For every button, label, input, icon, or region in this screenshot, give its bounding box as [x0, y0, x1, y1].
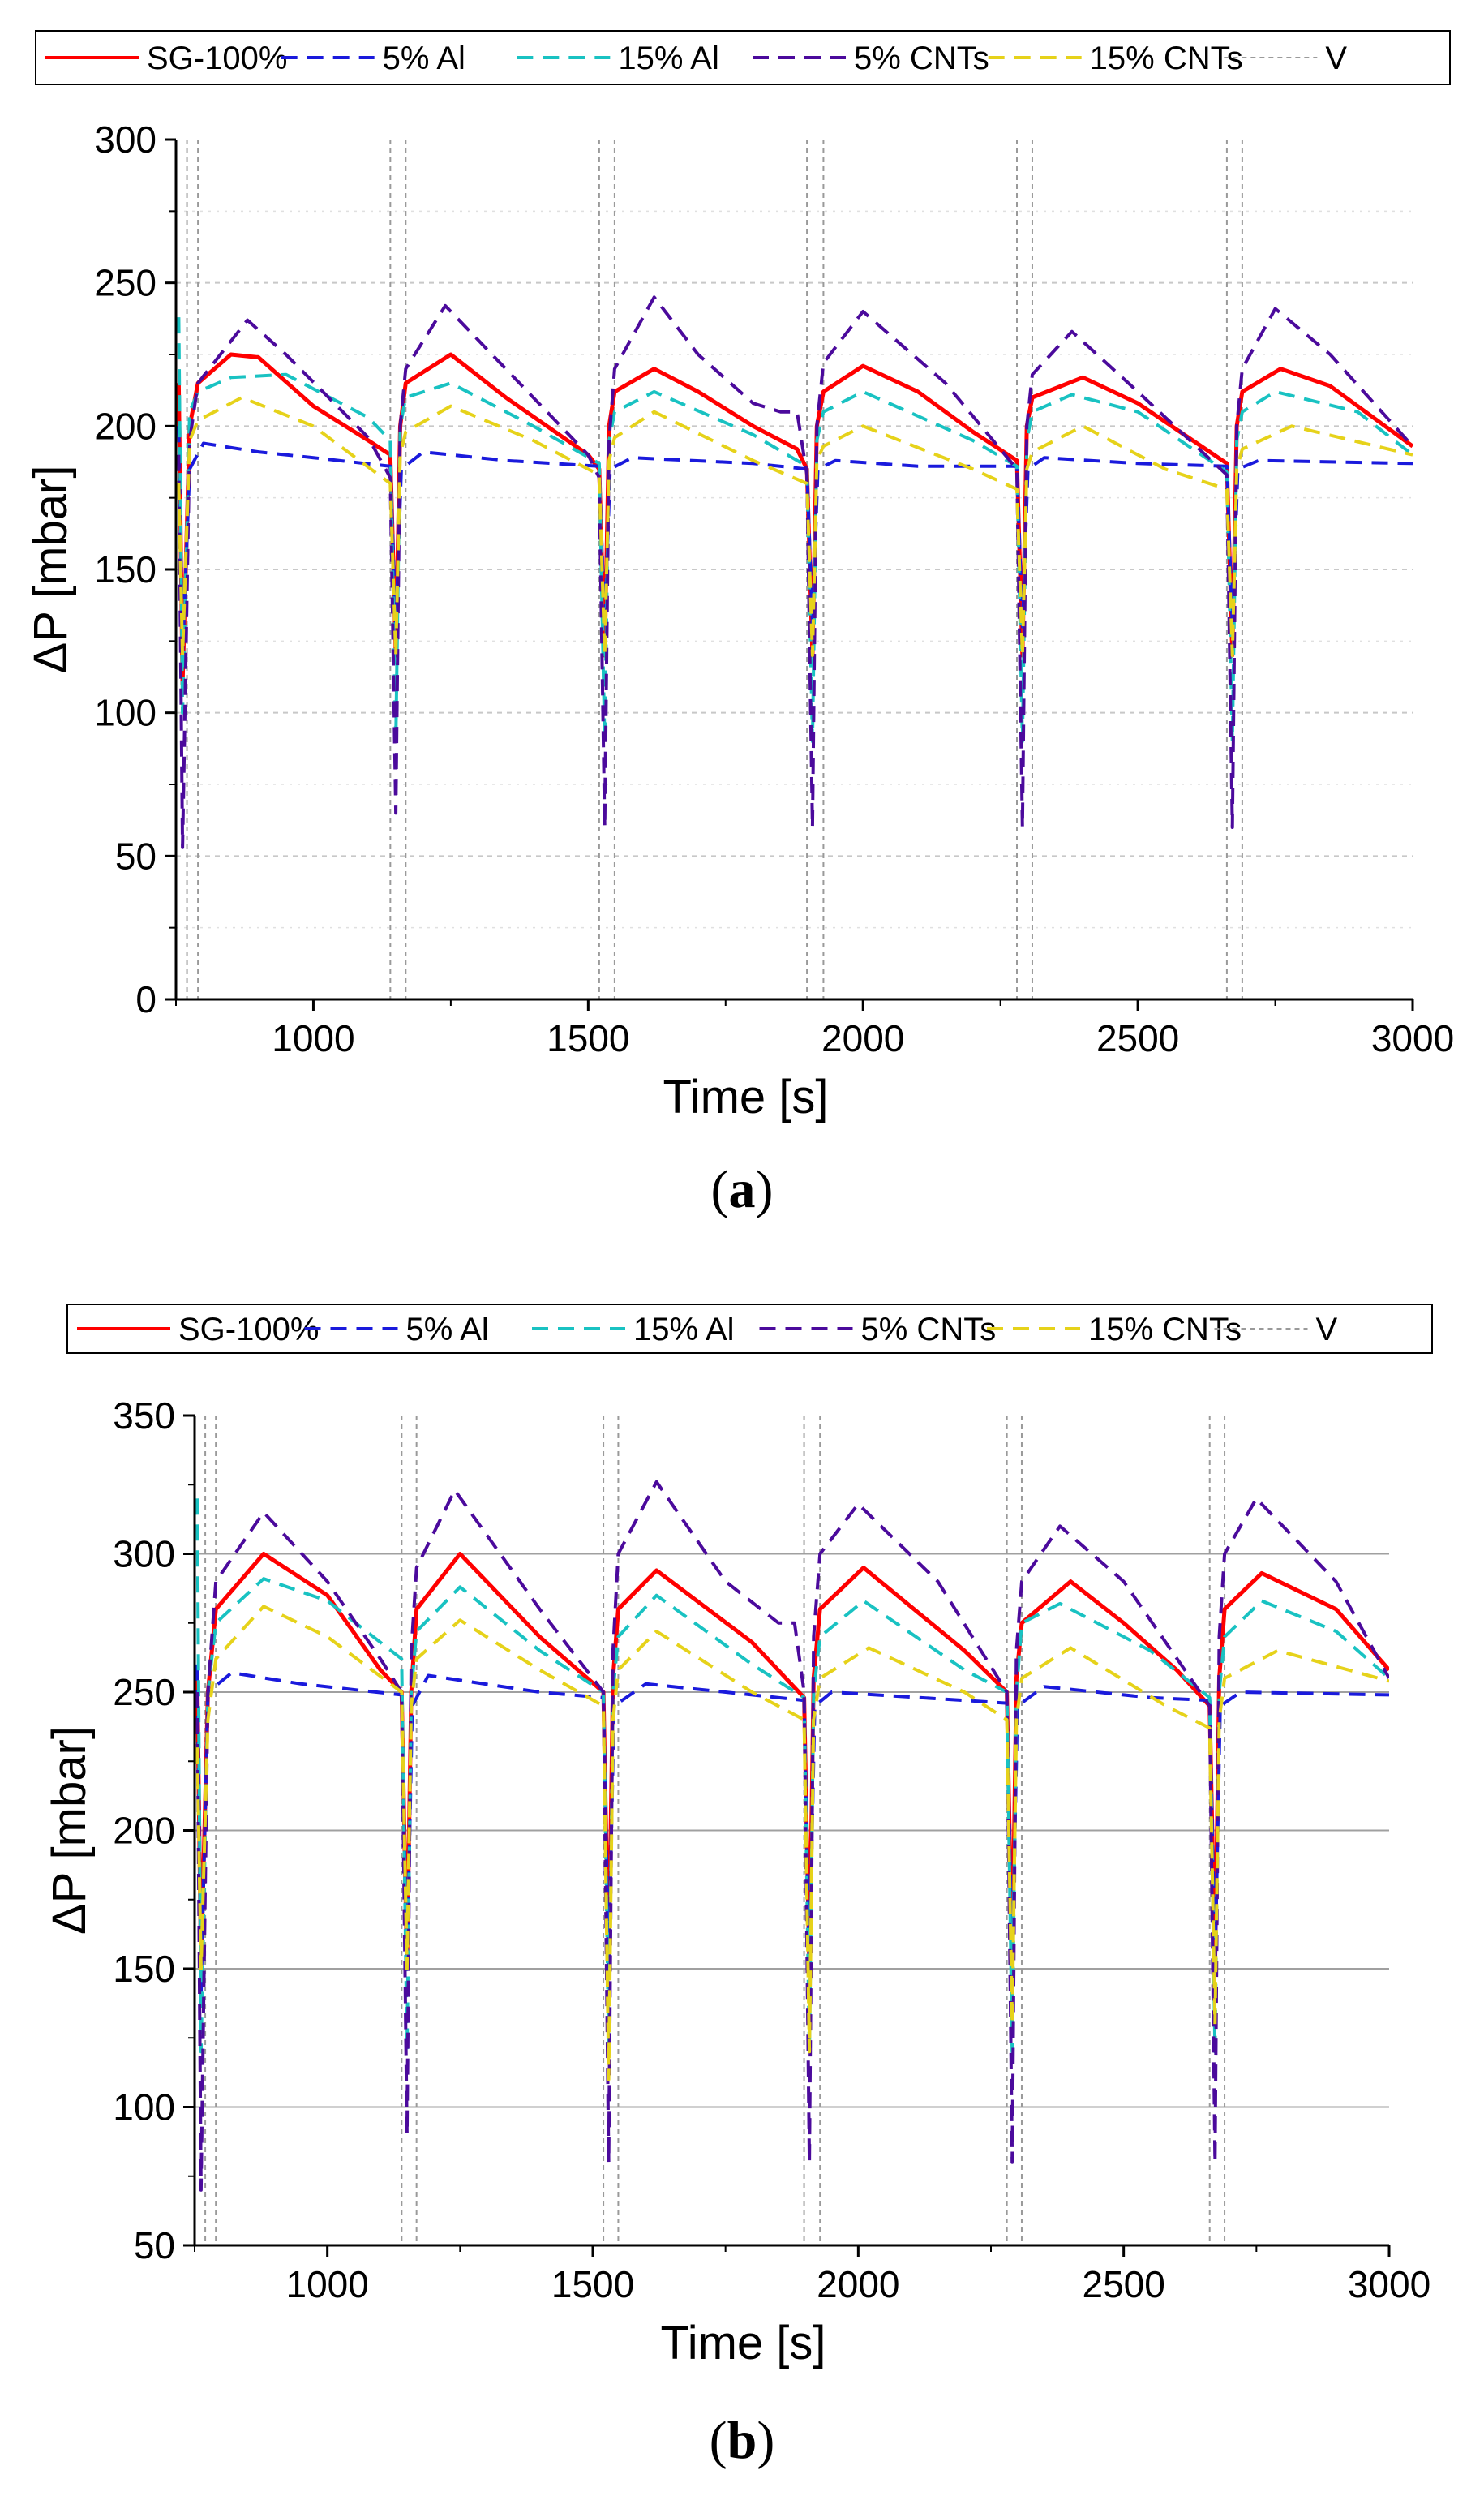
legend: SG-100% 5% Al 15% Al 5% CNTs 15% CNTs V [66, 1304, 1433, 1354]
series-line-5-cnts [177, 295, 1413, 849]
y-tick-label: 100 [94, 692, 157, 734]
y-tick-label: 150 [94, 548, 157, 591]
y-tick-label: 50 [134, 2224, 175, 2266]
legend-label: 5% Al [383, 41, 465, 76]
series-line-15-cnts [195, 1605, 1389, 2081]
valve-lines [186, 140, 1243, 999]
legend-label: 15% CNTs [1090, 41, 1243, 76]
panel-label: (b) [710, 2411, 775, 2470]
y-tick-label: 150 [113, 1948, 175, 1990]
legend-label: V [1325, 41, 1347, 76]
series-group [195, 1480, 1389, 2192]
legend-label: 15% Al [633, 1312, 735, 1347]
x-tick-label: 1500 [551, 2263, 634, 2305]
x-tick-label: 2000 [821, 1017, 904, 1059]
y-tick-label: 250 [113, 1671, 175, 1713]
panel-label: (a) [711, 1160, 774, 1219]
legend-label: SG-100% [178, 1312, 319, 1347]
x-axis-title: Time [s] [663, 1071, 828, 1123]
x-tick-label: 1500 [547, 1017, 629, 1059]
x-tick-label: 1000 [285, 2263, 368, 2305]
chart-panel-b: 50 100 150 200 250 300 350 1000 1500 2000 2500 3000… [43, 1304, 1433, 2470]
legend-label: 5% CNTs [861, 1312, 997, 1347]
x-axis-title: Time [s] [660, 2317, 826, 2369]
series-group [176, 295, 1413, 849]
legend-label: 5% CNTs [854, 41, 989, 76]
x-tick-label: 2500 [1096, 1017, 1179, 1059]
y-tick-label: 350 [113, 1394, 175, 1437]
legend-box [35, 30, 1451, 85]
y-tick-label: 0 [135, 978, 157, 1020]
chart-panel-a: 0 50 100 150 200 250 300 1000 1500 2000 2500 3000 Ti… [24, 30, 1454, 1219]
legend-label: V [1316, 1312, 1338, 1347]
x-tick-label: 3000 [1348, 2263, 1430, 2305]
legend-label: 5% Al [406, 1312, 489, 1347]
y-tick-label: 100 [113, 2086, 175, 2129]
x-tick-label: 2500 [1082, 2263, 1164, 2305]
series-line-15-cnts [177, 396, 1413, 657]
legend-box [66, 1304, 1433, 1354]
legend-label: SG-100% [147, 41, 287, 76]
x-tick-label: 1000 [272, 1017, 354, 1059]
x-tick-label: 2000 [817, 2263, 899, 2305]
legend-label: 15% Al [618, 41, 719, 76]
series-line-5-al [195, 1664, 1389, 1999]
y-tick-label: 300 [94, 118, 157, 161]
x-tick-label: 3000 [1371, 1017, 1454, 1059]
y-tick-label: 250 [94, 262, 157, 304]
y-axis-title: ΔP [mbar] [43, 1726, 96, 1935]
series-line-15-al [177, 317, 1413, 743]
y-tick-label: 200 [94, 405, 157, 447]
series-line-5-cnts [195, 1480, 1389, 2192]
series-line-5-al [177, 426, 1413, 657]
y-tick-label: 300 [113, 1533, 175, 1575]
legend: SG-100% 5% Al 15% Al 5% CNTs 15% CNTs V [35, 30, 1451, 85]
y-tick-label: 200 [113, 1810, 175, 1852]
y-axis-title: ΔP [mbar] [24, 466, 77, 674]
y-tick-label: 50 [115, 835, 157, 877]
